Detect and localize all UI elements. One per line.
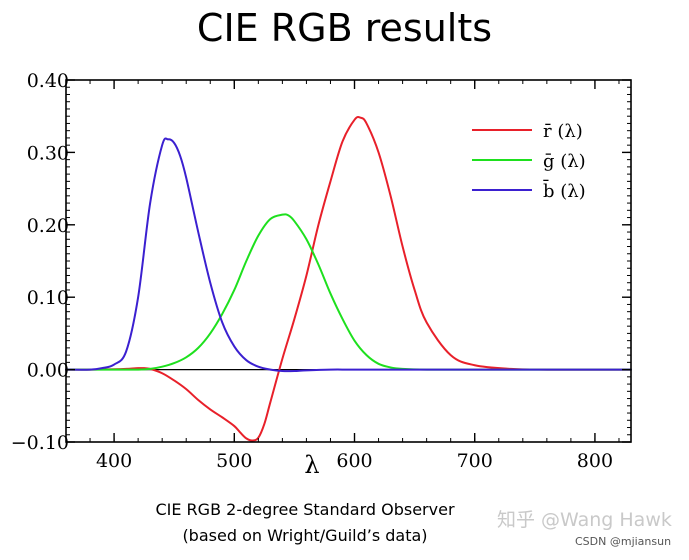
y-tick-label: −0.10 [11,432,69,454]
series-r-line [65,116,632,442]
x-tick-label: 600 [336,450,372,472]
series-g-line [65,213,632,371]
x-tick-label: 500 [216,450,252,472]
legend-entry-g: ḡ (λ) [472,151,586,172]
cie-rgb-chart: 400 500 600 700 800 −0.10 0.00 0.10 0.20 0.30 0.40… [11,70,632,479]
x-tick-label: 400 [96,450,132,472]
x-tick-label: 700 [457,450,493,472]
y-tick-label: 0.10 [27,287,69,309]
x-axis-label: λ [304,451,319,479]
y-tick-label: 0.20 [27,215,69,237]
y-tick-label: 0.00 [27,360,69,382]
y-tick-label: 0.40 [27,70,69,92]
legend-label: r̄ (λ) [543,121,583,142]
legend-label: b̄ (λ) [542,178,585,202]
slide-title: CIE RGB results [196,6,493,50]
legend-label: ḡ (λ) [543,151,586,172]
y-tick-label: 0.30 [27,142,69,164]
credit: CSDN @mjiansun [575,535,672,548]
legend-entry-b: b̄ (λ) [472,178,586,202]
x-tick-label: 800 [577,450,613,472]
caption-line-1: CIE RGB 2-degree Standard Observer [155,500,455,519]
watermark: 知乎 @Wang Hawk [497,509,672,531]
caption-line-2: (based on Wright/Guild’s data) [182,526,428,545]
series-b-line [65,137,632,373]
legend-entry-r: r̄ (λ) [472,121,583,142]
